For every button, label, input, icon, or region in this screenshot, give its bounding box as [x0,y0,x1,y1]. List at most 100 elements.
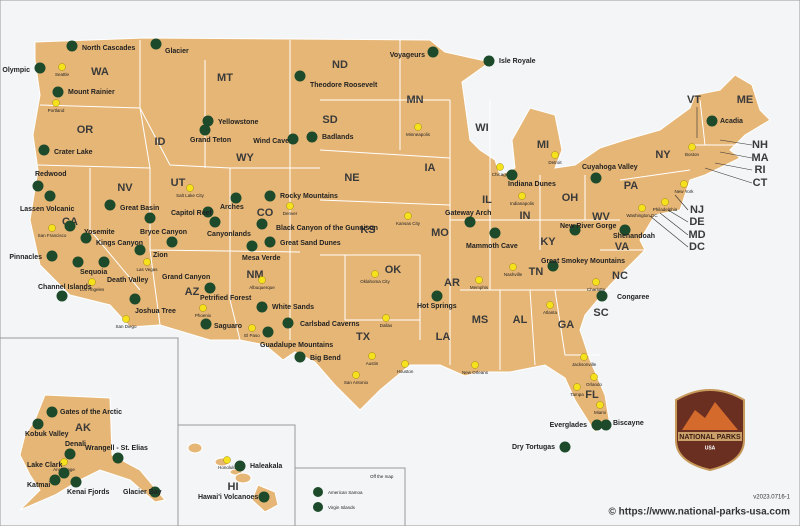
city-label: Chicago [492,172,509,177]
park-marker [590,172,602,184]
park-label: Mesa Verde [242,255,281,262]
city-marker [223,456,231,464]
state-label: SC [593,307,608,319]
state-label: DE [689,216,704,228]
park-marker [294,70,306,82]
park-label: Indiana Dunes [508,181,556,188]
state-label: WV [592,211,610,223]
park-marker [256,301,268,313]
park-label: Pinnacles [9,254,42,261]
us-mainland [29,37,771,433]
state-label: KY [540,236,556,248]
state-label: NC [612,270,628,282]
park-marker [256,218,268,230]
city-marker [518,192,526,200]
state-label: MT [217,72,233,84]
park-label: Grand Teton [190,137,231,144]
city-marker [471,361,479,369]
small-state-pointers [649,107,753,248]
park-marker [294,351,306,363]
state-label: DC [689,241,705,253]
city-label: Tampa [570,392,584,397]
park-marker [706,115,718,127]
park-label: Death Valley [107,277,148,284]
park-label: Shenandoah [613,233,655,240]
park-label: Everglades [550,422,587,429]
park-label: New River Gorge [560,223,617,230]
city-label: Las Vegas [136,267,158,272]
park-marker [199,124,211,136]
city-marker [382,314,390,322]
park-label: Glacier Bay [123,489,162,496]
city-label: Boston [685,152,700,157]
city-marker [368,352,376,360]
park-label: Wrangell - St. Elias [85,445,148,452]
state-label: MN [406,94,423,106]
park-marker [38,144,50,156]
park-marker [149,486,161,498]
park-marker [52,86,64,98]
park-marker [569,224,581,236]
state-label: NY [655,149,671,161]
park-label: Katmai [27,482,50,489]
off-map-title: Off the map [370,474,394,479]
city-marker [60,458,68,466]
park-marker [559,441,571,453]
park-marker [264,190,276,202]
city-label: Detroit [548,160,562,165]
park-marker [34,62,46,74]
city-marker [638,204,646,212]
city-marker [475,276,483,284]
park-marker [234,460,246,472]
park-label: Great Basin [120,205,159,212]
city-marker [371,270,379,278]
park-label: Yellowstone [218,119,259,126]
park-marker [204,282,216,294]
park-marker [258,491,270,503]
park-label: Guadalupe Mountains [260,342,333,349]
city-marker [580,353,588,361]
city-label: Denver [283,211,298,216]
park-marker [547,260,559,272]
park-label: Kings Canyon [96,240,143,247]
city-label: Nashville [504,272,523,277]
city-label: Kansas City [396,221,421,226]
park-label: Biscayne [613,420,644,427]
city-label: Memphis [470,285,489,290]
park-marker [306,131,318,143]
park-label: Petrified Forest [200,295,252,302]
park-marker [209,216,221,228]
park-marker [46,406,58,418]
state-label: NH [752,139,768,151]
city-marker [122,315,130,323]
logo-subtitle: USA [705,445,716,451]
city-label: San Antonio [344,380,369,385]
city-label: Seattle [55,72,70,77]
city-label: San Diego [115,324,137,329]
park-label: Black Canyon of the Gunnison [276,225,378,232]
park-label: White Sands [272,304,314,311]
city-label: Salt Lake City [176,193,205,198]
park-marker [129,293,141,305]
state-label: OH [562,192,579,204]
state-label: VT [687,94,701,106]
state-label: NE [344,172,359,184]
state-label: ND [332,59,348,71]
park-marker [202,115,214,127]
state-label: HI [228,481,239,493]
park-marker [591,419,603,431]
city-label: Atlanta [543,310,558,315]
park-label: Mount Rainier [68,89,115,96]
park-label: Joshua Tree [135,308,176,315]
park-marker [144,212,156,224]
park-label: Olympic [2,67,30,74]
park-label: North Cascades [82,45,135,52]
logo: NATIONAL PARKS USA [675,389,745,472]
park-label: Redwood [35,171,67,178]
park-label: Channel Islands [38,284,92,291]
park-label: Saguaro [214,323,242,330]
park-label: Big Bend [310,355,341,362]
park-marker [104,199,116,211]
state-label: AL [513,314,528,326]
park-label: Gates of the Arctic [60,409,122,416]
